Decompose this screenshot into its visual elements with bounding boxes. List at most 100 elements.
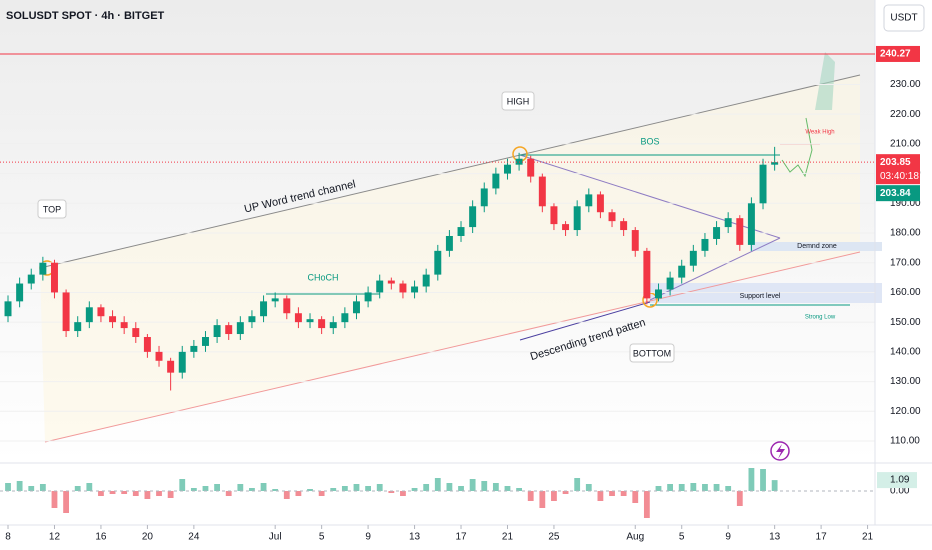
x-tick-label: Aug [626, 532, 644, 543]
osc-bar [353, 484, 360, 491]
marks [0, 83, 875, 518]
osc-bar [283, 491, 290, 499]
x-tick-label: 5 [679, 532, 685, 543]
channel-lower [44, 251, 861, 443]
osc-bar [5, 483, 11, 491]
osc-bar [16, 481, 23, 491]
osc-bar [376, 484, 383, 491]
high-box [501, 91, 535, 111]
choch-label: CHoCH [307, 272, 338, 282]
currency-button[interactable] [883, 4, 925, 32]
candle-body [724, 218, 732, 228]
candle-body [538, 176, 546, 207]
x-tick-label: 13 [409, 532, 421, 543]
candle-body [422, 274, 430, 287]
osc-last-box [877, 472, 917, 489]
osc-bar [295, 491, 302, 496]
osc-bar [341, 486, 348, 491]
candle-body [585, 194, 593, 207]
candle-body [248, 316, 256, 323]
osc-bar [249, 488, 255, 491]
candle-body [503, 164, 511, 174]
y-tick-label: 120.00 [890, 406, 921, 417]
osc-bar [98, 491, 104, 496]
candle-body [562, 224, 570, 231]
y-tick-label: 190.00 [890, 198, 921, 209]
y-tick-label: 220.00 [890, 109, 921, 120]
y-tick-label: 150.00 [890, 317, 921, 328]
osc-bar [74, 486, 81, 491]
candle-body [771, 162, 779, 165]
osc-bar [469, 479, 476, 491]
chart-title: SOLUSDT SPOT · 4h · BITGET [6, 10, 165, 22]
osc-bar [400, 491, 406, 496]
candle-body [655, 289, 662, 299]
x-tick-label: 9 [365, 532, 371, 543]
osc-bar [28, 486, 35, 491]
osc-bar [388, 491, 395, 493]
osc-bar [632, 491, 639, 503]
x-tick-label: 9 [725, 532, 731, 543]
osc-bar [620, 491, 627, 496]
osc-bar [132, 491, 139, 496]
demand-zone [750, 242, 882, 251]
candle-body [4, 301, 12, 317]
osc-tick-label: 0.00 [890, 486, 910, 497]
osc-bar [423, 484, 430, 491]
osc-bar [655, 486, 662, 491]
candle-body [469, 206, 477, 228]
candle-body [74, 322, 82, 332]
candle-body [457, 227, 465, 236]
x-tick-label: 13 [769, 532, 781, 543]
channel-upper [39, 74, 861, 269]
channel-fill [40, 75, 860, 442]
second-price-label: 203.84 [880, 188, 911, 199]
candle-body [550, 206, 558, 225]
candle-body [364, 292, 372, 302]
candle-body [434, 250, 442, 275]
candle-body [747, 203, 755, 245]
osc-bar [574, 478, 581, 491]
x-tick-label: 12 [49, 532, 61, 543]
candle-body [376, 280, 384, 293]
osc-bar [225, 491, 232, 496]
osc-bar [678, 484, 685, 491]
osc-bar [748, 468, 755, 491]
osc-bar [516, 488, 523, 491]
candle-body [701, 238, 709, 251]
osc-bar [481, 481, 488, 491]
bos-label: BOS [640, 136, 659, 146]
candle-body [631, 230, 639, 251]
osc-bar [551, 491, 557, 501]
candle-body [318, 319, 326, 329]
candle-body [97, 307, 105, 317]
candle-body [201, 337, 209, 346]
osc-bar [202, 486, 209, 491]
currency-label: USDT [890, 13, 917, 24]
osc-bar [736, 491, 743, 506]
osc-bar [504, 486, 511, 491]
candle-body [306, 319, 314, 323]
osc-bar [539, 491, 546, 508]
y-tick-label: 160.00 [890, 287, 921, 298]
osc-bar [562, 491, 569, 494]
candle-body [236, 322, 244, 335]
strong-low-label: Strong Low [805, 315, 836, 321]
candle-body [608, 212, 616, 222]
x-tick-label: 16 [95, 532, 107, 543]
candle-body [689, 250, 697, 266]
osc-bar [272, 489, 279, 491]
support-label: Support level [740, 293, 781, 300]
candle-body [596, 194, 604, 213]
projection-path [781, 117, 813, 178]
osc-bar [411, 488, 418, 491]
candle-body [283, 298, 291, 314]
x-tick-label: 17 [455, 532, 467, 543]
osc-bar [86, 483, 93, 491]
osc-bar [109, 491, 116, 494]
y-tick-label: 210.00 [890, 139, 921, 150]
osc-bar [771, 480, 778, 491]
osc-bar [237, 484, 244, 491]
